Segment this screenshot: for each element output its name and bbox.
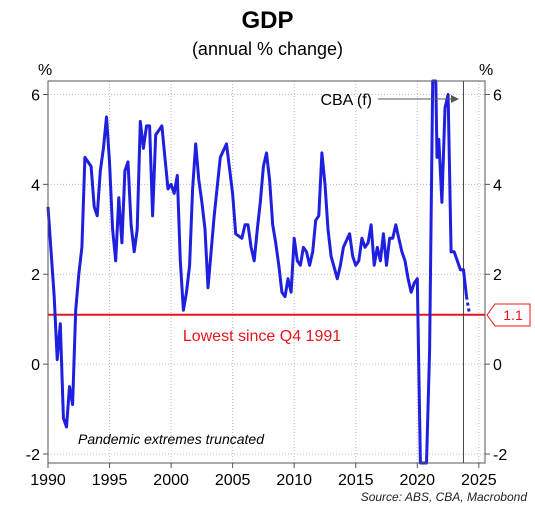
- x-ticks: 1990 1995 2000 2005 2010 2015 2020 2025: [30, 463, 497, 489]
- truncation-note: Pandemic extremes truncated: [78, 431, 265, 447]
- cba-label: CBA (f): [320, 92, 372, 109]
- x-tick-label: 2020: [399, 472, 435, 489]
- x-tick-label: 1995: [92, 472, 128, 489]
- y-ticks-left: -2 0 2 4 6: [26, 87, 48, 464]
- y-tick-label-left: -2: [26, 447, 40, 464]
- y-tick-label-right: 2: [493, 267, 502, 284]
- value-tag-label: 1.1: [503, 307, 523, 323]
- x-tick-label: 2025: [461, 472, 497, 489]
- y-ticks-right: -2 0 2 4 6: [485, 87, 507, 464]
- chart-subtitle: (annual % change): [192, 39, 343, 59]
- cba-arrow-head: [451, 95, 459, 103]
- source-note: Source: ABS, CBA, Macrobond: [361, 490, 528, 504]
- value-tag-box: [486, 303, 531, 327]
- x-tick-label: 2000: [153, 472, 189, 489]
- series-layer: [46, 79, 472, 465]
- gdp-line: [46, 79, 468, 465]
- y-tick-label-right: -2: [493, 447, 507, 464]
- y-tick-label-right: 6: [493, 87, 502, 104]
- y-tick-label-left: 0: [31, 357, 40, 374]
- plot-frame: [47, 80, 486, 464]
- x-tick-label: 1990: [30, 472, 66, 489]
- lowest-annotation: Lowest since Q4 1991: [183, 328, 341, 345]
- y-tick-label-left: 4: [31, 177, 40, 194]
- y-unit-right: %: [479, 62, 493, 79]
- chart-title: GDP: [241, 7, 293, 34]
- x-tick-label: 2010: [276, 472, 312, 489]
- cba-forecast-annotation: CBA (f): [320, 92, 459, 109]
- value-tag: 1.1: [486, 303, 531, 327]
- y-tick-label-right: 0: [493, 357, 502, 374]
- y-tick-label-right: 4: [493, 177, 502, 194]
- y-tick-label-left: 2: [31, 267, 40, 284]
- x-tick-label: 2005: [215, 472, 251, 489]
- y-tick-label-left: 6: [31, 87, 40, 104]
- x-tick-label: 2015: [338, 472, 374, 489]
- y-unit-left: %: [38, 62, 52, 79]
- forecast-line: [465, 296, 472, 315]
- gridlines: [48, 81, 485, 463]
